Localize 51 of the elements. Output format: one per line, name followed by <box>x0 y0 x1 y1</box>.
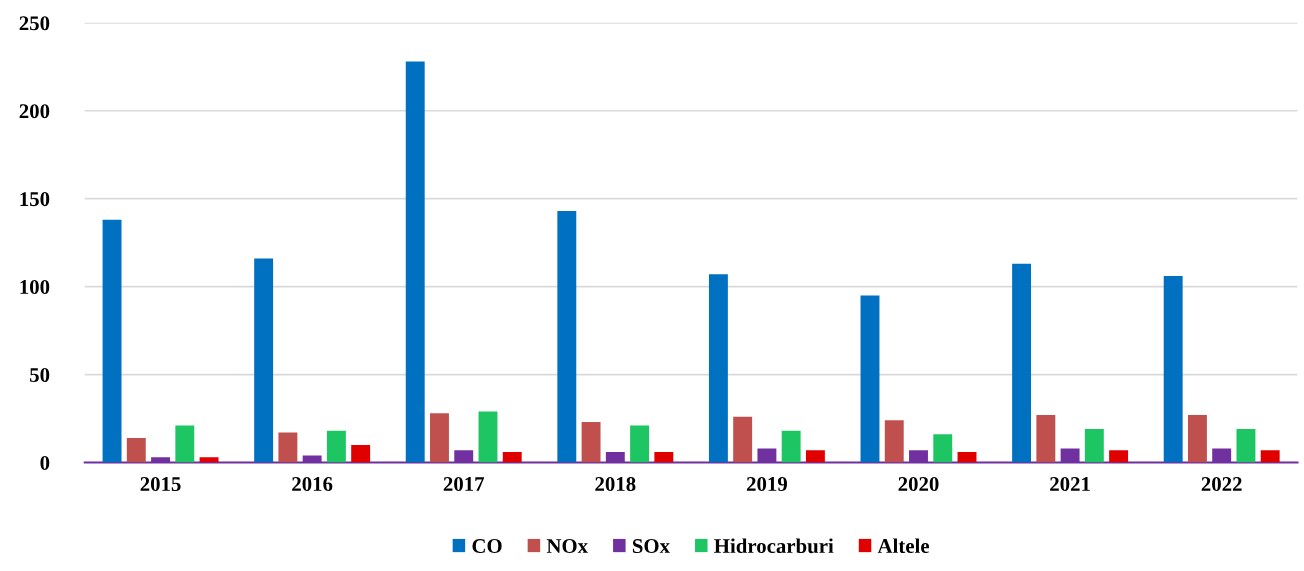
bar <box>405 61 425 463</box>
bar <box>199 457 219 463</box>
bar <box>630 425 650 463</box>
bar <box>1187 415 1207 463</box>
bar <box>557 211 577 463</box>
legend-label: Altele <box>877 538 930 554</box>
y-tick-label: 150 <box>20 192 50 207</box>
x-tick-label: 2015 <box>140 477 181 492</box>
legend-label: SOx <box>632 539 670 554</box>
bar <box>1084 429 1104 463</box>
y-tick-label: 100 <box>20 280 50 295</box>
x-tick-label: 2017 <box>443 477 485 492</box>
bar <box>126 437 146 463</box>
bar <box>175 425 195 463</box>
legend-label: CO <box>472 539 502 554</box>
bar <box>1236 429 1256 463</box>
legend-label: Hidrocarburi <box>714 538 834 554</box>
bar <box>805 450 825 463</box>
bar <box>708 274 728 463</box>
bar <box>1163 276 1183 463</box>
x-tick-label: 2016 <box>292 477 333 492</box>
bar <box>430 413 449 463</box>
y-tick-label: 250 <box>19 16 50 31</box>
bar <box>654 451 674 463</box>
x-tick-label: 2020 <box>898 477 939 492</box>
bar <box>884 420 904 463</box>
bar <box>1012 263 1032 463</box>
x-tick-label: 2022 <box>1201 477 1242 492</box>
bar <box>1036 415 1056 463</box>
y-tick-label: 0 <box>40 455 50 470</box>
x-tick-label: 2019 <box>746 477 787 492</box>
bar <box>102 219 122 463</box>
bar <box>351 444 371 463</box>
bar <box>1109 450 1129 463</box>
bar <box>781 430 801 463</box>
x-tick-label: 2018 <box>595 477 636 492</box>
y-tick-label: 200 <box>19 104 50 119</box>
legend-label: NOx <box>546 539 588 554</box>
bar <box>478 411 498 463</box>
bar <box>1260 450 1280 463</box>
bar <box>581 422 601 463</box>
bar <box>860 295 880 463</box>
bar <box>326 430 346 463</box>
bar <box>733 416 753 463</box>
bar <box>278 432 298 463</box>
bar <box>502 451 522 463</box>
x-tick-label: 2021 <box>1050 477 1090 492</box>
bar <box>254 258 274 463</box>
bar <box>933 434 953 463</box>
bar <box>957 451 977 463</box>
y-tick-label: 50 <box>30 367 50 383</box>
